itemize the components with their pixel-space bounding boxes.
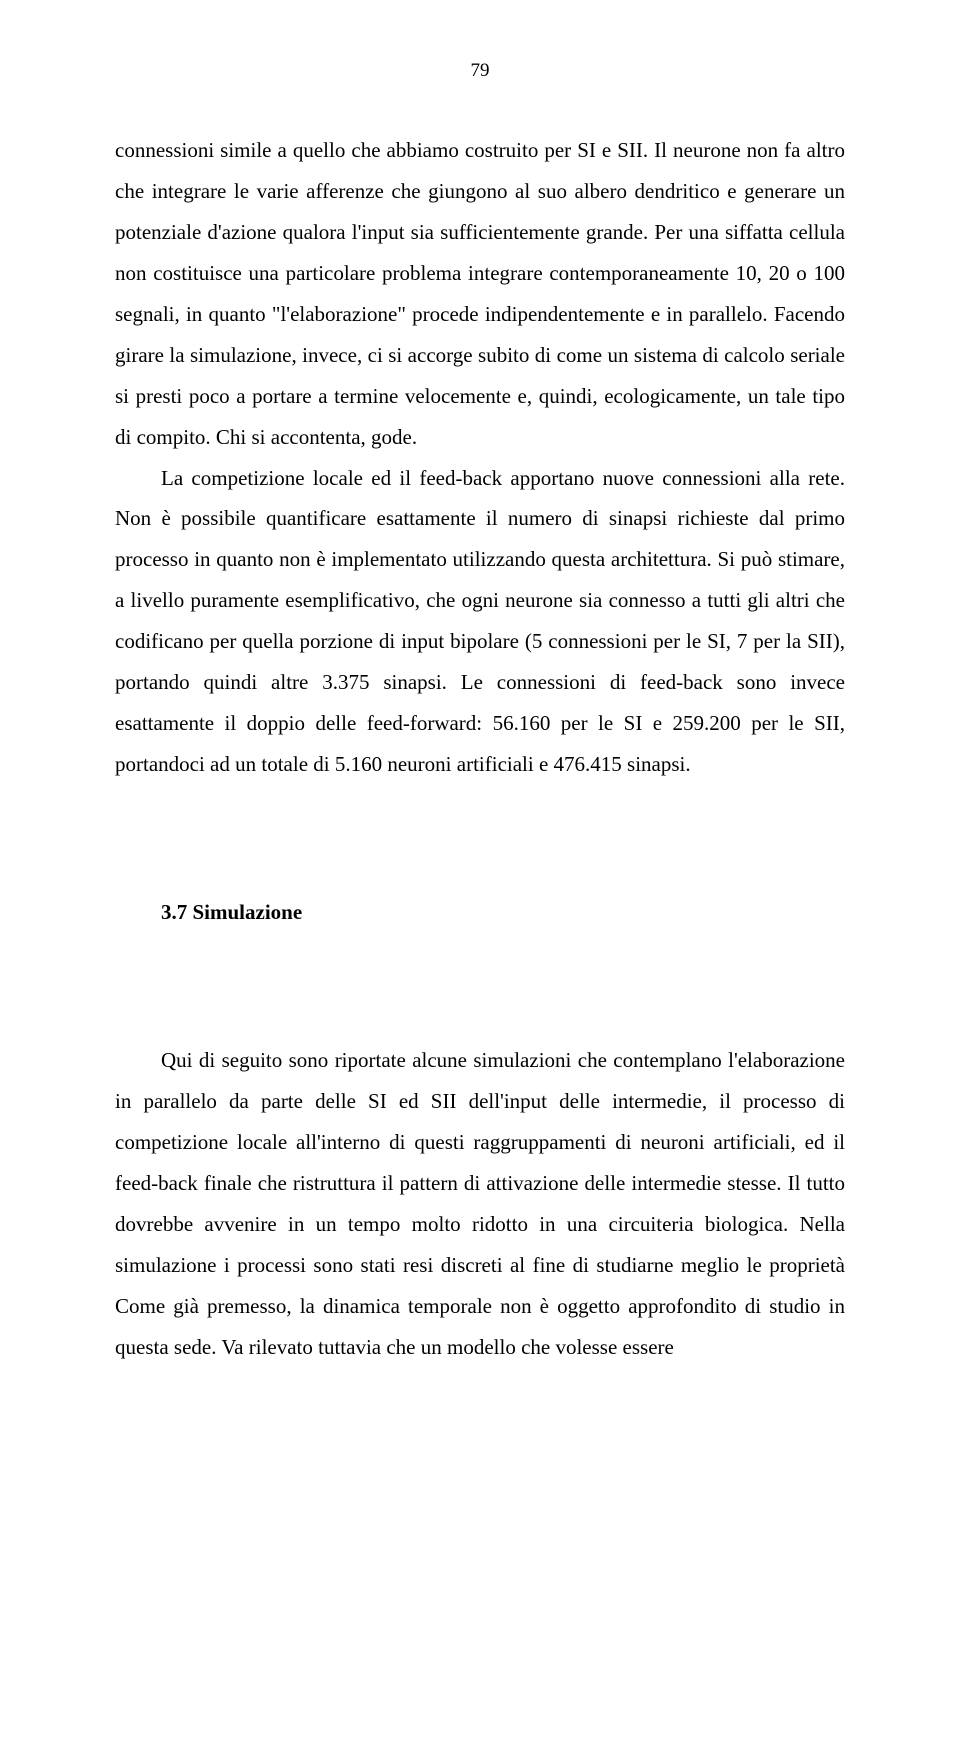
section-heading: 3.7 Simulazione — [115, 900, 845, 925]
paragraph-3: Qui di seguito sono riportate alcune sim… — [115, 1040, 845, 1368]
paragraph-1: connessioni simile a quello che abbiamo … — [115, 130, 845, 458]
page-number: 79 — [115, 60, 845, 82]
document-page: 79 connessioni simile a quello che abbia… — [0, 0, 960, 1745]
paragraph-2: La competizione locale ed il feed-back a… — [115, 458, 845, 786]
